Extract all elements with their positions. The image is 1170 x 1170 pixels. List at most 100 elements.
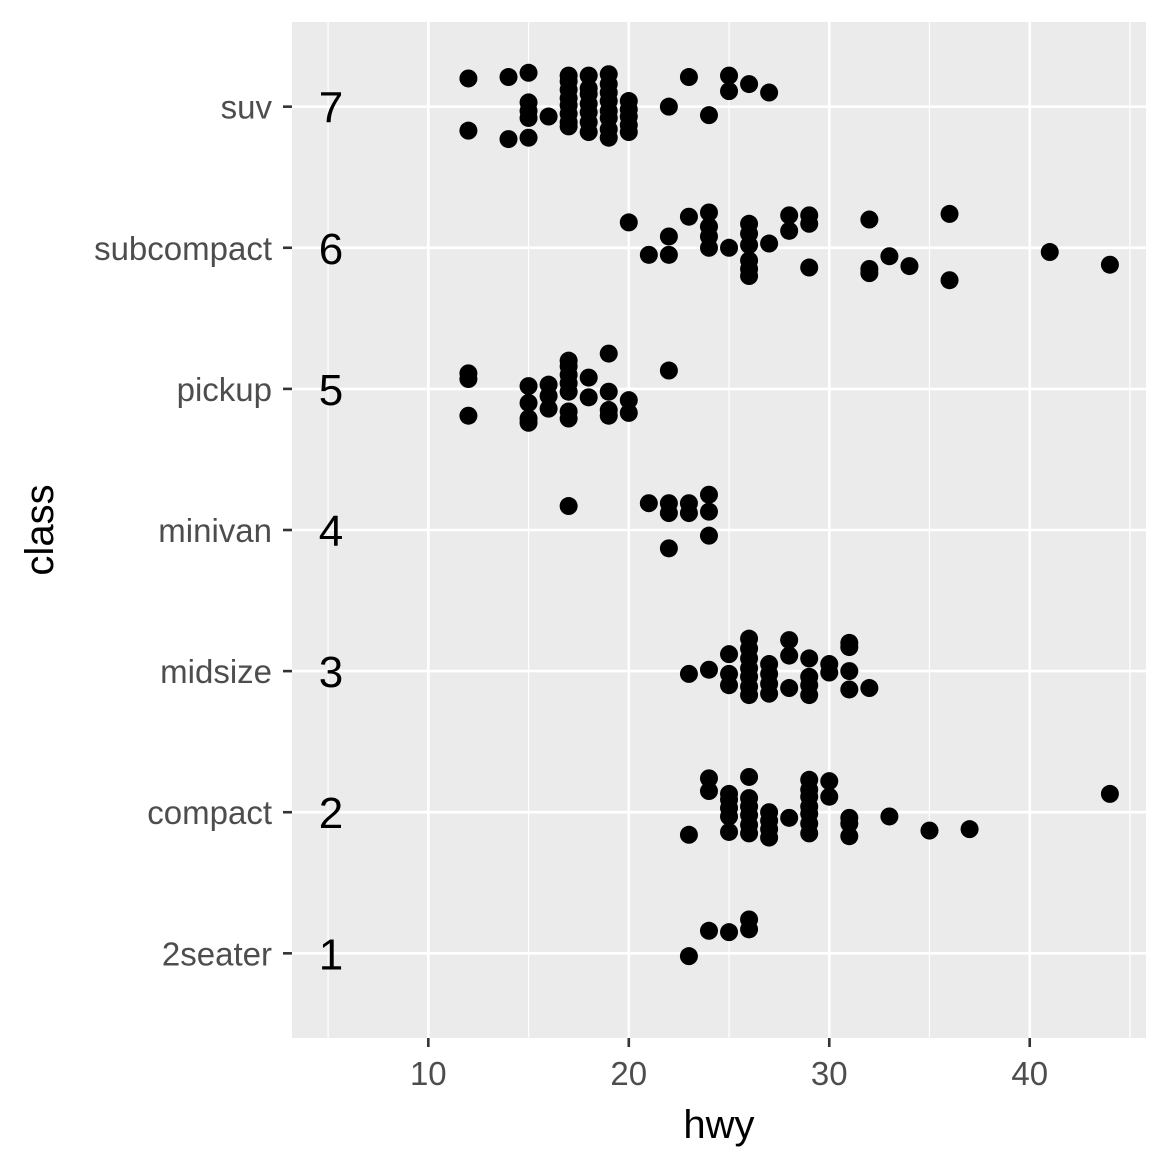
data-point bbox=[699, 526, 718, 545]
data-point bbox=[800, 214, 819, 233]
grid-major bbox=[292, 22, 1146, 1038]
data-point bbox=[1040, 243, 1059, 262]
data-point bbox=[720, 238, 739, 257]
data-point bbox=[639, 245, 658, 264]
data-point bbox=[679, 504, 698, 523]
data-point bbox=[800, 649, 819, 668]
data-point bbox=[679, 947, 698, 966]
data-point bbox=[780, 808, 799, 827]
x-tick-label: 10 bbox=[410, 1055, 447, 1092]
data-point bbox=[820, 663, 839, 682]
data-point bbox=[579, 368, 598, 387]
data-point bbox=[699, 106, 718, 125]
data-point bbox=[840, 680, 859, 699]
data-point bbox=[740, 920, 759, 939]
data-point bbox=[780, 679, 799, 698]
data-point bbox=[740, 75, 759, 94]
data-point bbox=[659, 245, 678, 264]
data-point bbox=[699, 238, 718, 257]
category-number-label: 1 bbox=[319, 930, 343, 979]
data-point bbox=[720, 923, 739, 942]
data-point bbox=[459, 121, 478, 140]
data-point bbox=[720, 676, 739, 695]
data-point bbox=[720, 66, 739, 85]
category-number-label: 3 bbox=[319, 648, 343, 697]
x-axis-title: hwy bbox=[683, 1103, 754, 1147]
data-point bbox=[940, 204, 959, 223]
data-point bbox=[539, 386, 558, 405]
data-point bbox=[840, 662, 859, 681]
data-point bbox=[659, 227, 678, 246]
data-point bbox=[679, 207, 698, 226]
x-axis: 10 20 30 40 bbox=[410, 1038, 1048, 1092]
data-point bbox=[940, 271, 959, 290]
data-point bbox=[519, 413, 538, 432]
data-point bbox=[599, 382, 618, 401]
data-point bbox=[679, 664, 698, 683]
data-point bbox=[740, 824, 759, 843]
data-point bbox=[659, 97, 678, 116]
data-point bbox=[780, 206, 799, 225]
data-point bbox=[699, 485, 718, 504]
data-point bbox=[659, 504, 678, 523]
data-point bbox=[619, 391, 638, 410]
data-point bbox=[559, 409, 578, 428]
data-point bbox=[880, 247, 899, 266]
data-point bbox=[780, 221, 799, 240]
data-point bbox=[780, 646, 799, 665]
data-point bbox=[740, 235, 759, 254]
data-point bbox=[679, 68, 698, 87]
data-point bbox=[579, 66, 598, 85]
data-point bbox=[820, 787, 839, 806]
x-tick-label: 30 bbox=[811, 1055, 848, 1092]
data-point bbox=[860, 210, 879, 229]
data-point bbox=[720, 784, 739, 803]
data-point bbox=[699, 203, 718, 222]
data-point bbox=[840, 814, 859, 833]
data-point bbox=[499, 130, 518, 149]
data-point bbox=[860, 679, 879, 698]
data-point bbox=[459, 370, 478, 389]
data-point bbox=[699, 660, 718, 679]
data-point bbox=[459, 406, 478, 425]
y-tick-label-midsize: midsize bbox=[160, 653, 272, 690]
data-point bbox=[800, 686, 819, 705]
data-point bbox=[740, 686, 759, 705]
data-point bbox=[800, 258, 819, 277]
data-point bbox=[780, 631, 799, 650]
data-point bbox=[619, 123, 638, 142]
data-point bbox=[740, 267, 759, 285]
data-point bbox=[1100, 255, 1119, 274]
category-number-label: 2 bbox=[319, 789, 343, 838]
data-point bbox=[800, 824, 819, 843]
data-point bbox=[840, 638, 859, 657]
y-axis-title: class bbox=[18, 484, 62, 575]
data-point bbox=[699, 921, 718, 940]
category-number-label: 5 bbox=[319, 366, 343, 415]
data-point bbox=[579, 123, 598, 142]
category-number-label: 6 bbox=[319, 225, 343, 274]
data-point bbox=[720, 82, 739, 101]
data-point bbox=[599, 344, 618, 363]
x-tick-label: 20 bbox=[610, 1055, 647, 1092]
data-point bbox=[459, 69, 478, 88]
data-point bbox=[539, 399, 558, 418]
data-point bbox=[559, 497, 578, 516]
data-point bbox=[1100, 784, 1119, 803]
category-number-label: 4 bbox=[319, 507, 343, 556]
data-point bbox=[699, 769, 718, 788]
data-point bbox=[699, 782, 718, 801]
data-point bbox=[679, 825, 698, 844]
data-point bbox=[559, 382, 578, 401]
data-point bbox=[619, 403, 638, 422]
data-point bbox=[539, 107, 558, 126]
data-point bbox=[720, 822, 739, 841]
data-point bbox=[760, 828, 779, 847]
data-point bbox=[619, 213, 638, 232]
y-axis: 2seater compact midsize minivan pickup subcom… bbox=[94, 89, 292, 972]
data-points bbox=[459, 63, 1119, 966]
y-tick-label-compact: compact bbox=[147, 794, 272, 831]
data-point bbox=[740, 767, 759, 786]
data-point bbox=[519, 394, 538, 412]
